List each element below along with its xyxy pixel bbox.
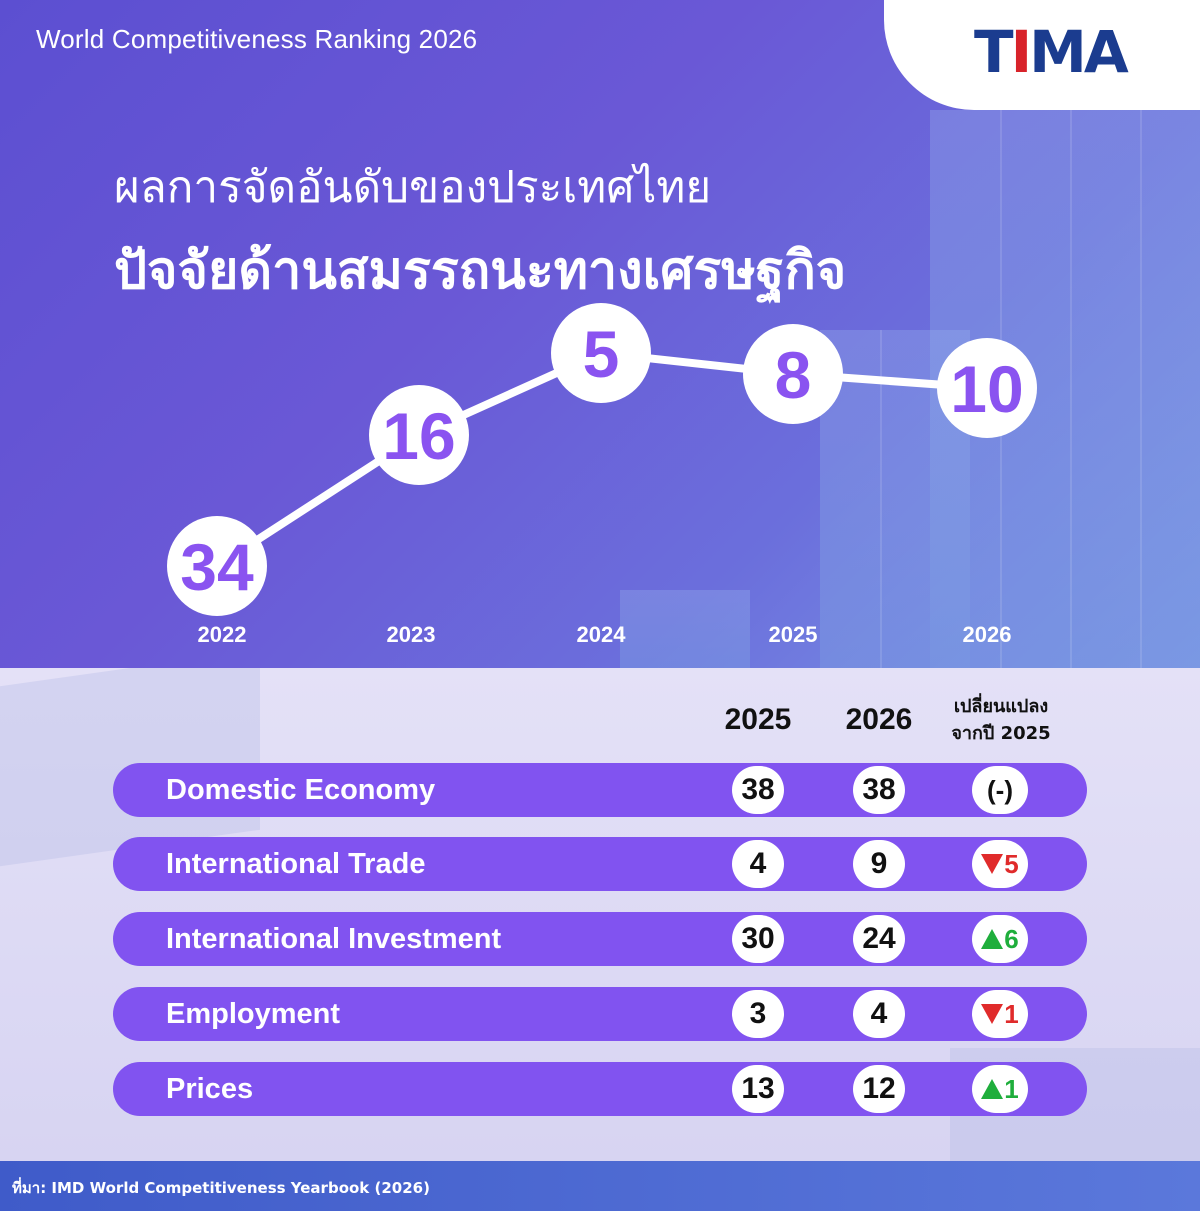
data-label: 5 xyxy=(583,317,620,391)
rank-change: 1 xyxy=(972,1065,1028,1113)
table-row: International Investment 30 24 6 xyxy=(113,912,1087,966)
rank-2026: 4 xyxy=(853,990,905,1038)
data-point-marker xyxy=(937,338,1037,438)
data-label: 16 xyxy=(382,399,455,473)
table-row: Employment 3 4 1 xyxy=(113,987,1087,1041)
row-label: Domestic Economy xyxy=(166,774,436,806)
data-label: 8 xyxy=(775,338,812,412)
rank-2026: 38 xyxy=(853,766,905,814)
building-bg xyxy=(880,330,882,668)
col-header-change-line2: จากปี 2025 xyxy=(951,723,1051,744)
data-label: 10 xyxy=(950,352,1023,426)
row-label: International Trade xyxy=(166,848,426,880)
x-tick-label: 2023 xyxy=(387,622,436,647)
tma-logo: TIMA xyxy=(974,18,1129,86)
rank-2025: 38 xyxy=(732,766,784,814)
hero-section: World Competitiveness Ranking 2026 TIMA … xyxy=(0,0,1200,668)
rank-change: 1 xyxy=(972,990,1028,1038)
table-row: Prices 13 12 1 xyxy=(113,1062,1087,1116)
rank-2025: 4 xyxy=(732,840,784,888)
arrow-up-icon xyxy=(981,929,1004,949)
col-header-change-line1: เปลี่ยนแปลง xyxy=(953,696,1049,717)
col-header-2025: 2025 xyxy=(724,703,792,736)
chart-title-line1: ผลการจัดอันดับของประเทศไทย xyxy=(114,162,712,213)
chart-title-line2: ปัจจัยด้านสมรรถนะทางเศรษฐกิจ xyxy=(114,241,847,301)
ranking-line-chart: 34 2022 16 2023 5 2024 8 2025 10 2026 xyxy=(167,303,1037,647)
table-row: Domestic Economy 38 38 (-) xyxy=(113,763,1087,817)
x-tick-label: 2022 xyxy=(198,622,247,647)
rank-change: 6 xyxy=(972,915,1028,963)
data-point-marker xyxy=(551,303,651,403)
arrow-up-icon xyxy=(981,1079,1004,1099)
rank-2026: 24 xyxy=(853,915,905,963)
data-point-marker xyxy=(369,385,469,485)
rank-change-value: (-) xyxy=(987,775,1013,805)
rank-2025: 3 xyxy=(732,990,784,1038)
data-point-marker xyxy=(167,516,267,616)
data-point-marker xyxy=(743,324,843,424)
rank-2026: 9 xyxy=(853,840,905,888)
rank-change-value: 1 xyxy=(1004,1074,1019,1104)
building-bg xyxy=(1070,110,1072,668)
rank-change: 5 xyxy=(972,840,1028,888)
source-note: ที่มา: IMD World Competitiveness Yearboo… xyxy=(12,1179,430,1197)
row-label: Prices xyxy=(166,1073,254,1105)
arrow-down-icon xyxy=(981,854,1004,874)
building-bg xyxy=(1140,110,1142,668)
arrow-down-icon xyxy=(981,1004,1004,1024)
rank-2026: 12 xyxy=(853,1065,905,1113)
table-row: International Trade 4 9 5 xyxy=(113,837,1087,891)
footer-bar: ที่มา: IMD World Competitiveness Yearboo… xyxy=(0,1161,1200,1211)
col-header-change: เปลี่ยนแปลง จากปี 2025 xyxy=(931,693,1071,747)
row-label: Employment xyxy=(166,998,341,1030)
rank-2025: 30 xyxy=(732,915,784,963)
data-label: 34 xyxy=(180,530,254,604)
x-tick-label: 2025 xyxy=(769,622,818,647)
logo-tab xyxy=(884,0,1200,110)
header-title: World Competitiveness Ranking 2026 xyxy=(36,24,478,54)
col-header-2026: 2026 xyxy=(845,703,913,736)
rank-change-value: 6 xyxy=(1004,924,1019,954)
x-tick-label: 2026 xyxy=(963,622,1012,647)
row-label: International Investment xyxy=(166,923,502,955)
rank-2025: 13 xyxy=(732,1065,784,1113)
rank-change: (-) xyxy=(972,766,1028,814)
rank-change-value: 5 xyxy=(1004,849,1019,879)
x-tick-label: 2024 xyxy=(577,622,627,647)
rank-change-value: 1 xyxy=(1004,999,1019,1029)
building-bg xyxy=(620,590,750,668)
